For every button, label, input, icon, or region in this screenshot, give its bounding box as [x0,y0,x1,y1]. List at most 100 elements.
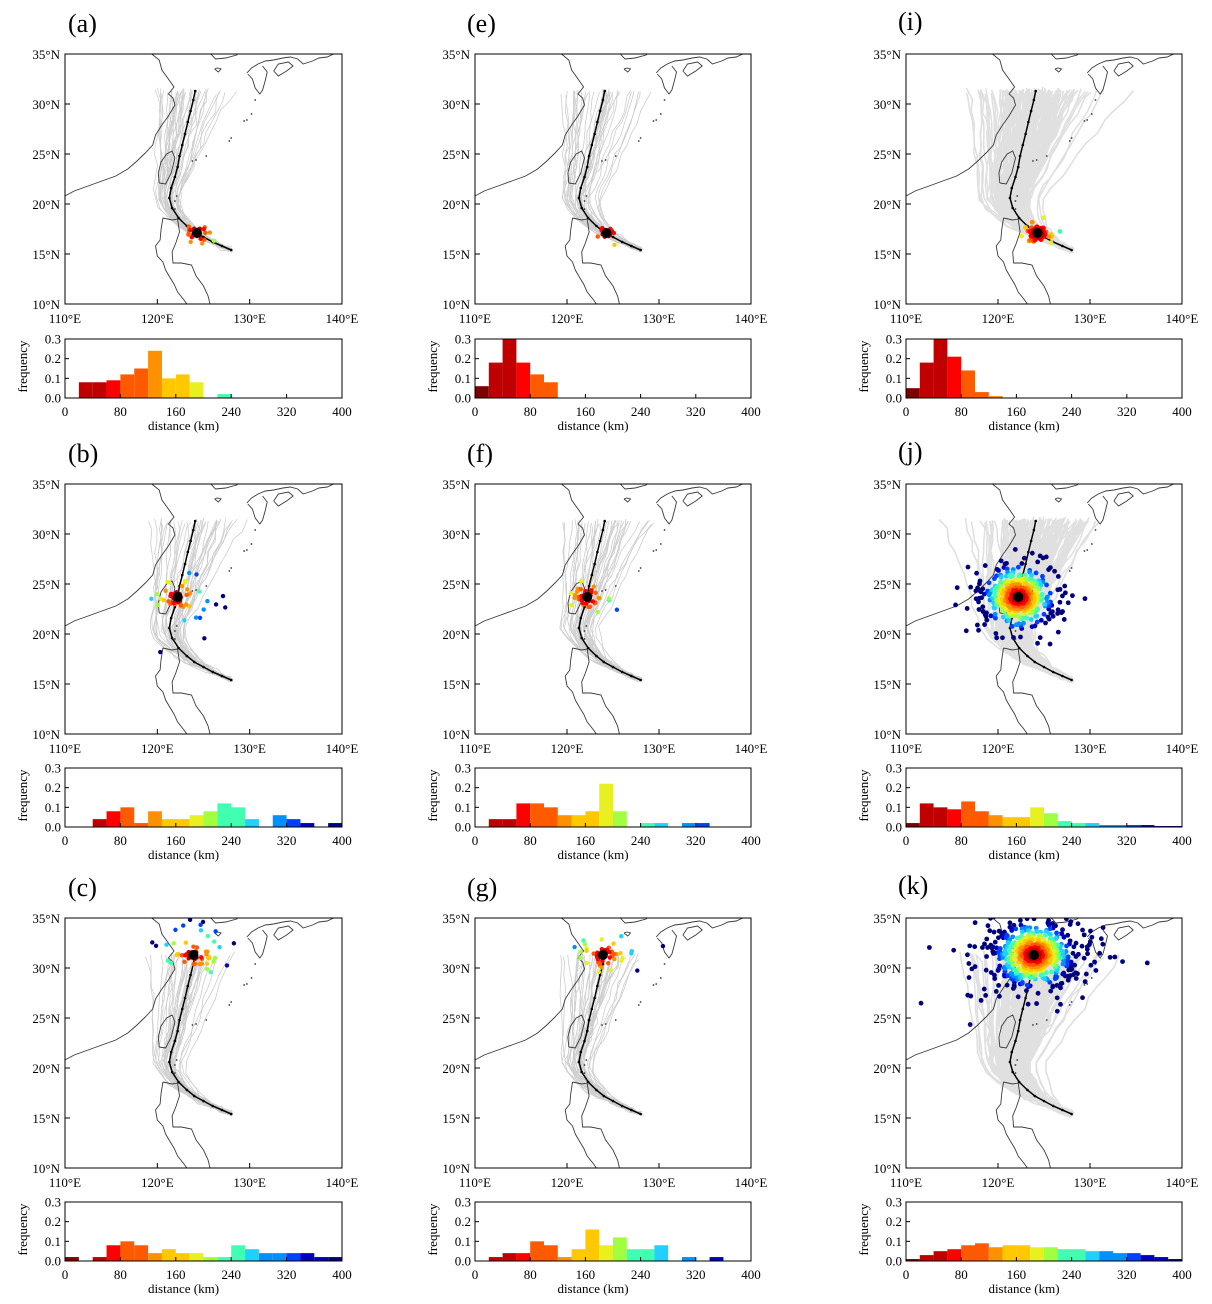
coastline [210,918,239,924]
position-point [1060,927,1065,933]
position-point [1070,950,1076,956]
hist-x-axis-label: distance (km) [148,1281,219,1296]
position-point [150,940,155,945]
position-point [1009,928,1015,933]
position-point [199,955,204,960]
histogram-bar [682,1257,696,1261]
panel-label: (c) [68,873,97,902]
observed-track-point [192,528,195,532]
observed-track-point [580,636,584,640]
histogram-bar [933,1251,948,1261]
lat-tick-label: 30°N [32,527,60,542]
position-point [972,964,978,970]
observed-track-point [1016,165,1020,169]
histogram-bar [1071,1249,1086,1261]
coastline [1086,54,1182,74]
island-dot [655,983,658,985]
histogram-bar [161,819,176,827]
island-dot [254,529,257,531]
position-point [1064,943,1069,949]
histogram-bar [258,1253,273,1261]
position-point [1006,617,1012,623]
position-point [211,959,216,964]
histogram-bar [1071,823,1086,827]
position-scatter [572,934,666,975]
position-point [1008,944,1014,950]
histogram-bar [640,823,655,827]
hist-y-axis-label: frequency [856,769,871,821]
histogram-bar [314,1257,329,1261]
ensemble-track [161,92,233,251]
position-point [983,967,989,973]
histogram-bar [919,1255,934,1261]
observed-track-point [1008,1060,1012,1064]
coastline [247,495,268,525]
position-point [1007,920,1013,926]
position-point [1028,617,1034,622]
position-point [579,578,584,584]
island-dot [173,1072,176,1074]
island-dot [1014,200,1017,202]
position-point [1024,918,1030,922]
coastlines [475,54,751,304]
observed-track-point [1051,670,1055,674]
coastline [157,1014,176,1049]
observed-track-point [1017,1080,1021,1084]
map-frame [64,53,343,305]
position-point [966,961,972,966]
panel-label: (e) [467,9,496,38]
hist-y-tick-label: 0.1 [455,800,471,815]
observed-track-point [620,670,624,674]
hist-y-tick-label: 0.3 [45,1195,61,1210]
hist-y-tick-label: 0.1 [455,371,471,386]
observed-track-point [178,154,181,158]
position-point [612,956,617,962]
position-point [993,989,999,994]
position-point [967,943,973,949]
position-point [578,955,583,961]
histogram-bar [488,1257,503,1261]
position-point [918,1000,924,1006]
position-point [984,954,989,959]
histogram-bar [975,392,989,398]
coastline [155,1081,188,1168]
coastline [273,491,294,507]
histogram-bar [906,1259,920,1261]
island-dot [652,550,655,552]
coastline [998,150,1016,185]
island-dot [175,195,178,197]
island-dot [173,630,176,632]
hist-y-tick-label: 0.2 [455,1214,471,1229]
hist-y-tick-label: 0.1 [886,1234,902,1249]
histogram-bar [1016,817,1031,827]
position-point [954,585,960,591]
histogram-bar [217,1257,232,1261]
observed-track-point [595,654,598,658]
position-point [1055,607,1061,613]
position-point [213,602,219,607]
island-dot [205,155,208,157]
position-point [982,622,987,627]
histogram-bar [161,378,176,398]
island-dot [175,625,178,627]
position-point [590,599,596,604]
island-dot [1045,1019,1048,1021]
position-point [1054,995,1060,1001]
lon-tick-label: 120°E [141,1175,174,1190]
island-dot [245,549,248,551]
panel-label: (i) [898,7,923,36]
lat-tick-label: 25°N [442,147,470,162]
hist-x-tick-label: 400 [741,1267,761,1282]
position-point [963,628,969,634]
island-dot [245,119,248,121]
position-point [1098,936,1104,942]
map-plot-area [475,54,751,304]
position-point [1029,219,1035,225]
coastline [906,54,1016,197]
island-dot [655,549,658,551]
histogram-bar [300,1253,315,1261]
coastline [1087,929,1108,959]
position-point [1043,620,1048,626]
